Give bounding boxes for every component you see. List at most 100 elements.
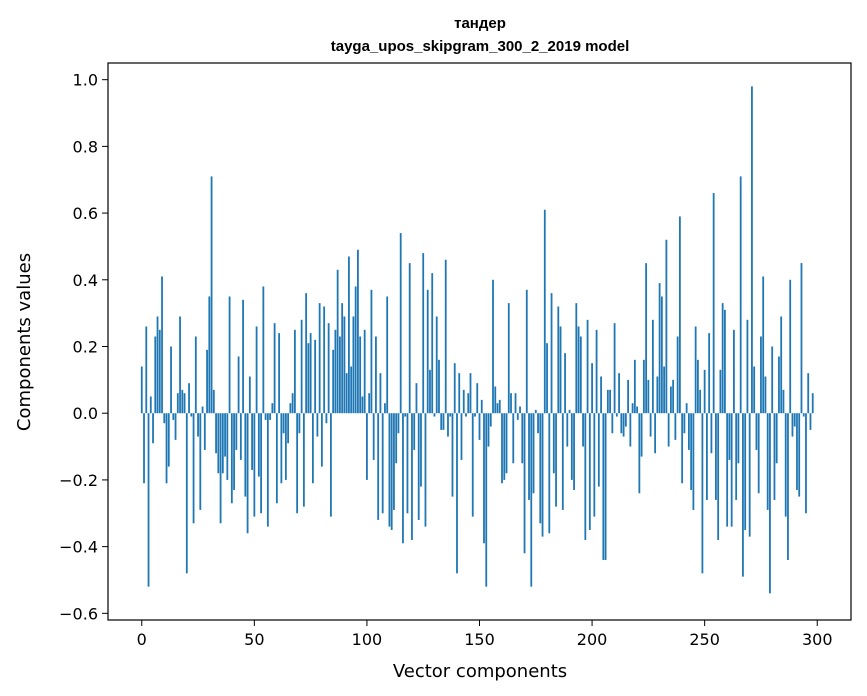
bar [541,413,544,537]
bar [474,413,476,417]
x-tick-label: 250 [689,630,720,649]
bar [269,413,272,420]
bar [330,413,332,517]
bar [429,369,431,414]
bar [433,413,436,417]
bar [280,413,283,484]
bar [145,326,148,414]
bar [282,413,285,434]
bar [557,306,560,414]
bar [170,346,172,414]
bar [487,413,490,447]
bar [703,369,706,414]
bar [388,413,391,527]
bar [496,403,499,414]
bar [271,403,274,414]
bar [595,329,598,414]
bar [782,389,785,414]
bars-group [140,86,814,594]
bar [262,286,265,414]
bar [746,319,749,414]
bar [305,293,308,414]
bar [192,413,195,524]
bar [210,176,213,414]
bar [465,413,467,417]
bar [246,413,249,534]
bar [264,413,267,420]
bar [352,316,355,414]
x-tick-label: 0 [137,630,147,649]
bar [181,389,184,414]
bar [467,393,470,414]
bar [406,413,409,514]
bar [733,329,735,414]
y-tick-label: 0.0 [73,404,98,423]
bar [532,413,535,494]
bar [694,326,697,414]
bar [424,413,427,527]
bar [550,293,553,414]
bar [717,413,720,540]
bar [348,256,350,414]
bar [791,413,794,437]
bar [444,259,447,414]
bar [154,336,157,414]
bar [228,296,231,414]
bar [548,413,551,534]
bar [811,393,814,414]
y-tick-label: 0.4 [73,271,98,290]
bar [212,389,215,414]
bar [692,413,695,510]
bar [438,359,440,414]
bar [543,209,546,414]
bar [402,413,404,544]
bar [593,413,596,517]
bar [685,403,688,414]
bar [456,413,458,574]
bar [172,413,175,420]
y-tick-label: 0.6 [73,204,98,223]
bar [197,413,199,437]
bar [393,413,395,510]
bar [606,389,609,414]
bar [568,409,571,414]
bar [510,393,512,414]
bar [787,413,789,560]
bar [386,296,389,414]
bar [156,316,159,414]
bar [602,413,605,560]
bar [800,263,803,414]
bar [440,413,443,430]
bar [751,86,753,414]
x-axis-label: Vector components [393,661,567,682]
bar [300,319,303,414]
bar [809,413,812,430]
bar [613,323,616,414]
x-axis: 0 50 100 150 200 250 300 [137,620,833,649]
y-tick-label: 0.8 [73,137,98,156]
bar [778,356,780,414]
y-tick-label: −0.6 [59,604,98,623]
bar [244,413,247,497]
bar [149,396,152,414]
bar [298,413,301,434]
y-tick-label: −0.2 [59,471,98,490]
bar [537,413,539,434]
bar [642,359,645,414]
bar [397,413,400,434]
bar [651,319,654,414]
bar [354,286,357,414]
bar [566,413,569,447]
bar [570,413,573,480]
bar [140,366,143,414]
bar [507,303,510,414]
bar [343,316,346,414]
bar [426,289,429,414]
bar [242,299,244,414]
bar [519,406,521,414]
bar [417,413,420,520]
bar [449,413,452,417]
bar [147,413,150,587]
bar [620,413,623,434]
bar [654,413,657,454]
